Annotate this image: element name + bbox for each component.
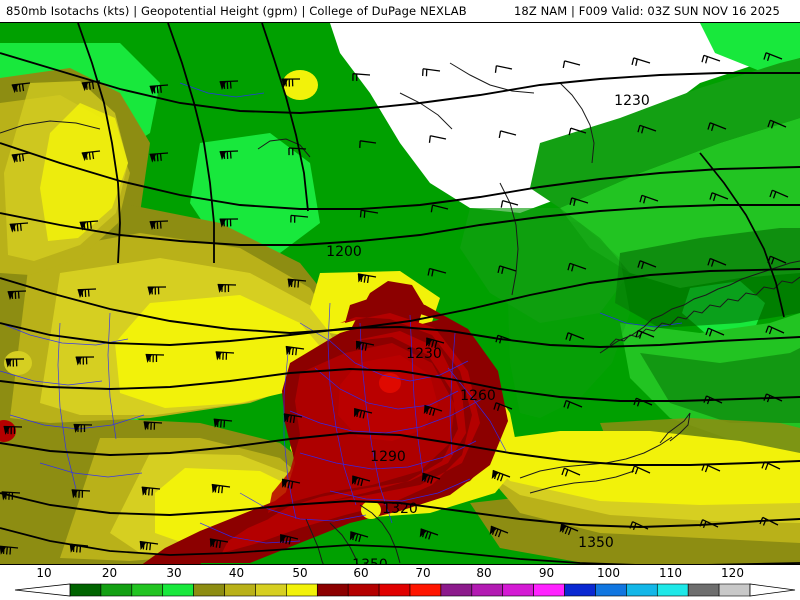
colorbar-swatch: [595, 583, 627, 597]
contour-label: 1350: [578, 535, 614, 551]
colorbar-swatch: [347, 583, 380, 597]
isotach-fill-layer: [0, 23, 800, 564]
colorbar-tick-label: 20: [101, 566, 118, 580]
colorbar-swatches: [0, 583, 800, 597]
colorbar-swatch: [471, 583, 504, 597]
svg-text:1350: 1350: [352, 557, 388, 565]
svg-text:1350: 1350: [578, 535, 614, 551]
colorbar-swatch: [626, 583, 658, 597]
contour-label: 1230: [406, 346, 442, 362]
svg-text:1320: 1320: [382, 501, 418, 517]
header-title-left: 850mb Isotachs (kts) | Geopotential Heig…: [6, 4, 467, 18]
svg-text:1290: 1290: [370, 449, 406, 465]
colorbar-swatch: [409, 583, 442, 597]
colorbar-swatch: [718, 583, 751, 597]
colorbar-swatch: [687, 583, 720, 597]
contour-label: 1290: [370, 449, 406, 465]
colorbar-swatch: [162, 583, 194, 597]
colorbar-swatch: [502, 583, 534, 597]
colorbar-tick-labels: 10 20 30 40 50 60 70 80 90 100 110 120: [0, 565, 800, 581]
colorbar-swatch: [286, 583, 318, 597]
header-title-right: 18Z NAM | F009 Valid: 03Z SUN NOV 16 202…: [514, 4, 780, 18]
colorbar: 10 20 30 40 50 60 70 80 90 100 110 120: [0, 565, 800, 600]
colorbar-tick-label: 120: [721, 566, 744, 580]
height-contour-layer: [0, 23, 800, 564]
contour-label-group: 1230 1200 1230 1260 1290 1320: [326, 93, 650, 565]
colorbar-tick-label: 80: [476, 566, 492, 580]
svg-text:1230: 1230: [614, 93, 650, 109]
colorbar-swatch: [100, 583, 133, 597]
colorbar-swatch: [131, 583, 164, 597]
colorbar-tick-label: 90: [538, 566, 555, 580]
colorbar-swatch: [533, 583, 565, 597]
colorbar-svg: [14, 583, 796, 597]
contour-label: 1350: [352, 557, 388, 565]
colorbar-tick-label: 40: [228, 566, 245, 580]
svg-text:1230: 1230: [406, 346, 442, 362]
contour-label: 1230: [614, 93, 650, 109]
svg-text:1200: 1200: [326, 244, 362, 260]
isotach-contour-map[interactable]: 1230 1200 1230 1260 1290 1320: [0, 23, 800, 565]
colorbar-swatch: [193, 583, 225, 597]
colorbar-swatch: [224, 583, 256, 597]
colorbar-swatch: [440, 583, 473, 597]
contour-label: 1200: [326, 244, 362, 260]
colorbar-tick-label: 60: [353, 566, 369, 580]
colorbar-swatch: [656, 583, 689, 597]
colorbar-swatch: [316, 583, 349, 597]
colorbar-swatch: [69, 583, 102, 597]
colorbar-tick-label: 70: [415, 566, 431, 580]
map-header: 850mb Isotachs (kts) | Geopotential Heig…: [0, 0, 800, 22]
map-layers: 1230 1200 1230 1260 1290 1320: [0, 23, 800, 565]
colorbar-swatch: [564, 583, 596, 597]
colorbar-swatch-group: [69, 583, 751, 597]
colorbar-tick-label: 110: [659, 566, 682, 580]
colorbar-swatch: [378, 583, 411, 597]
colorbar-tick-label: 50: [292, 566, 308, 580]
colorbar-extend-low-arrow: [14, 583, 71, 597]
svg-text:1260: 1260: [460, 388, 496, 404]
colorbar-tick-label: 30: [166, 566, 182, 580]
contour-label: 1320: [382, 501, 418, 517]
map-canvas[interactable]: 1230 1200 1230 1260 1290 1320: [0, 22, 800, 565]
colorbar-tick-label: 100: [597, 566, 620, 580]
colorbar-swatch: [255, 583, 287, 597]
contour-label: 1260: [460, 388, 496, 404]
colorbar-extend-high-arrow: [749, 583, 796, 597]
colorbar-tick-label: 10: [36, 566, 52, 580]
